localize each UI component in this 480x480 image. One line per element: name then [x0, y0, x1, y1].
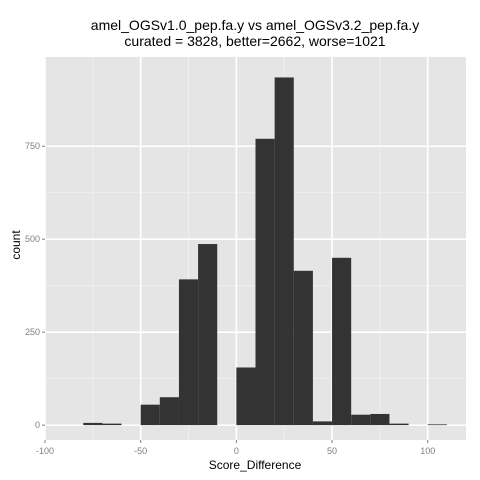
x-tick-label: 0: [234, 446, 239, 456]
x-tick-label: -100: [36, 446, 54, 456]
histogram-bar: [236, 367, 256, 426]
histogram-bar: [274, 77, 294, 426]
x-axis-ticks: -100 -50 0 50 100: [36, 440, 435, 456]
x-tick-label: 100: [420, 446, 435, 456]
y-tick-label: 0: [35, 420, 40, 430]
chart-title: amel_OGSv1.0_pep.fa.y vs amel_OGSv3.2_pe…: [91, 17, 419, 33]
histogram-bar: [332, 257, 352, 426]
x-tick-label: 50: [327, 446, 337, 456]
histogram-bar: [140, 404, 160, 426]
histogram-bar: [389, 423, 409, 426]
y-axis-label: count: [9, 230, 23, 260]
histogram-bar: [293, 270, 313, 426]
histogram-bar: [312, 421, 333, 426]
y-tick-label: 250: [25, 327, 40, 337]
histogram-bar: [102, 423, 122, 426]
y-axis-ticks: 0 250 500 750: [25, 141, 45, 430]
histogram-bar: [83, 422, 103, 426]
x-axis-label: Score_Difference: [209, 458, 302, 472]
x-tick-label: -50: [134, 446, 147, 456]
histogram-bar: [370, 413, 390, 426]
histogram-bar: [159, 397, 179, 426]
histogram-bar: [178, 279, 199, 426]
histogram-bar: [351, 414, 371, 426]
histogram-bar: [427, 424, 447, 426]
y-tick-label: 750: [25, 141, 40, 151]
histogram-bar: [255, 138, 275, 426]
histogram-bars: [83, 77, 447, 426]
y-tick-label: 500: [25, 234, 40, 244]
histogram-bar: [198, 244, 218, 426]
chart-subtitle: curated = 3828, better=2662, worse=1021: [124, 33, 385, 49]
